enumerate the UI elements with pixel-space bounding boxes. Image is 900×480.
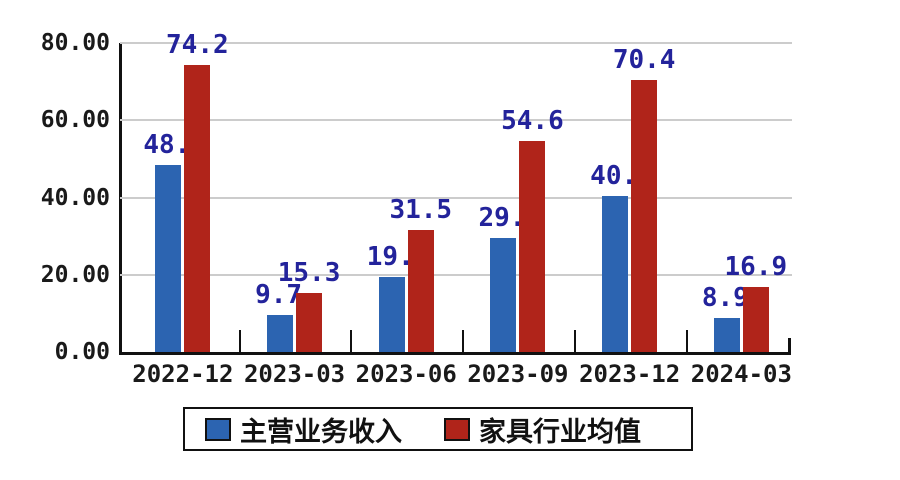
legend-label: 家具行业均值 (479, 416, 641, 448)
value-label-series2: 16.9 (724, 251, 788, 282)
value-label-series2: 31.5 (389, 195, 453, 226)
value-label-series1: 48. (143, 129, 191, 160)
x-axis-category-label: 2023-03 (243, 360, 346, 388)
x-axis-end-tick (788, 338, 791, 355)
gridline-20 (120, 273, 792, 276)
gridline-80 (120, 42, 792, 44)
bar-series2 (631, 80, 658, 352)
value-label-series1: 29. (478, 203, 526, 234)
gridline-60 (120, 119, 792, 122)
bar-series1 (378, 276, 405, 352)
x-axis-line (119, 352, 791, 355)
y-axis-tick-label: 60.00 (40, 107, 110, 134)
y-axis-tick-label: 0.00 (54, 339, 110, 365)
bar-series1 (602, 196, 629, 352)
legend-entry: 主营业务收入 (205, 410, 402, 449)
legend-label: 主营业务收入 (240, 416, 402, 448)
value-label-series1: 8.9 (701, 282, 749, 313)
y-axis-tick-label: 20.00 (40, 261, 110, 288)
x-axis-tick (685, 330, 688, 352)
value-label-series2: 54.6 (501, 106, 564, 137)
bar-series1 (713, 317, 740, 352)
y-axis-line (119, 43, 122, 355)
x-axis-category-label: 2024-03 (690, 360, 792, 388)
gridline-40 (120, 196, 792, 199)
y-axis-tick-label: 80.00 (40, 30, 110, 56)
bar-series2 (407, 230, 434, 352)
bar-series2 (742, 286, 769, 352)
x-axis-category-label: 2023-06 (355, 360, 457, 388)
value-label-series2: 70.4 (612, 45, 676, 76)
legend-swatch-icon (205, 417, 231, 441)
bar-series1 (267, 314, 294, 352)
y-axis-tick-label: 40.00 (40, 184, 110, 211)
legend-entry: 家具行业均值 (444, 410, 641, 449)
value-label-series2: 15.3 (277, 257, 341, 288)
x-axis-category-label: 2023-09 (467, 360, 569, 388)
x-axis-category-label: 2023-12 (579, 360, 681, 388)
value-label-series1: 9.7 (255, 279, 303, 310)
bar-series2 (519, 141, 546, 352)
value-label-series1: 40. (590, 161, 638, 192)
x-axis-tick (350, 330, 353, 352)
value-label-series1: 19. (366, 241, 414, 272)
x-axis-tick (462, 330, 465, 352)
bar-series1 (490, 238, 517, 352)
bar-series2 (184, 65, 211, 352)
legend-swatch-icon (444, 417, 470, 441)
x-axis-tick (573, 330, 576, 352)
value-label-series2: 74.2 (166, 30, 229, 61)
legend: 主营业务收入 家具行业均值 (183, 407, 693, 451)
bar-series1 (155, 164, 182, 352)
x-axis-category-label: 2022-12 (132, 360, 234, 388)
bar-series2 (296, 292, 323, 352)
x-axis-tick (238, 330, 241, 352)
